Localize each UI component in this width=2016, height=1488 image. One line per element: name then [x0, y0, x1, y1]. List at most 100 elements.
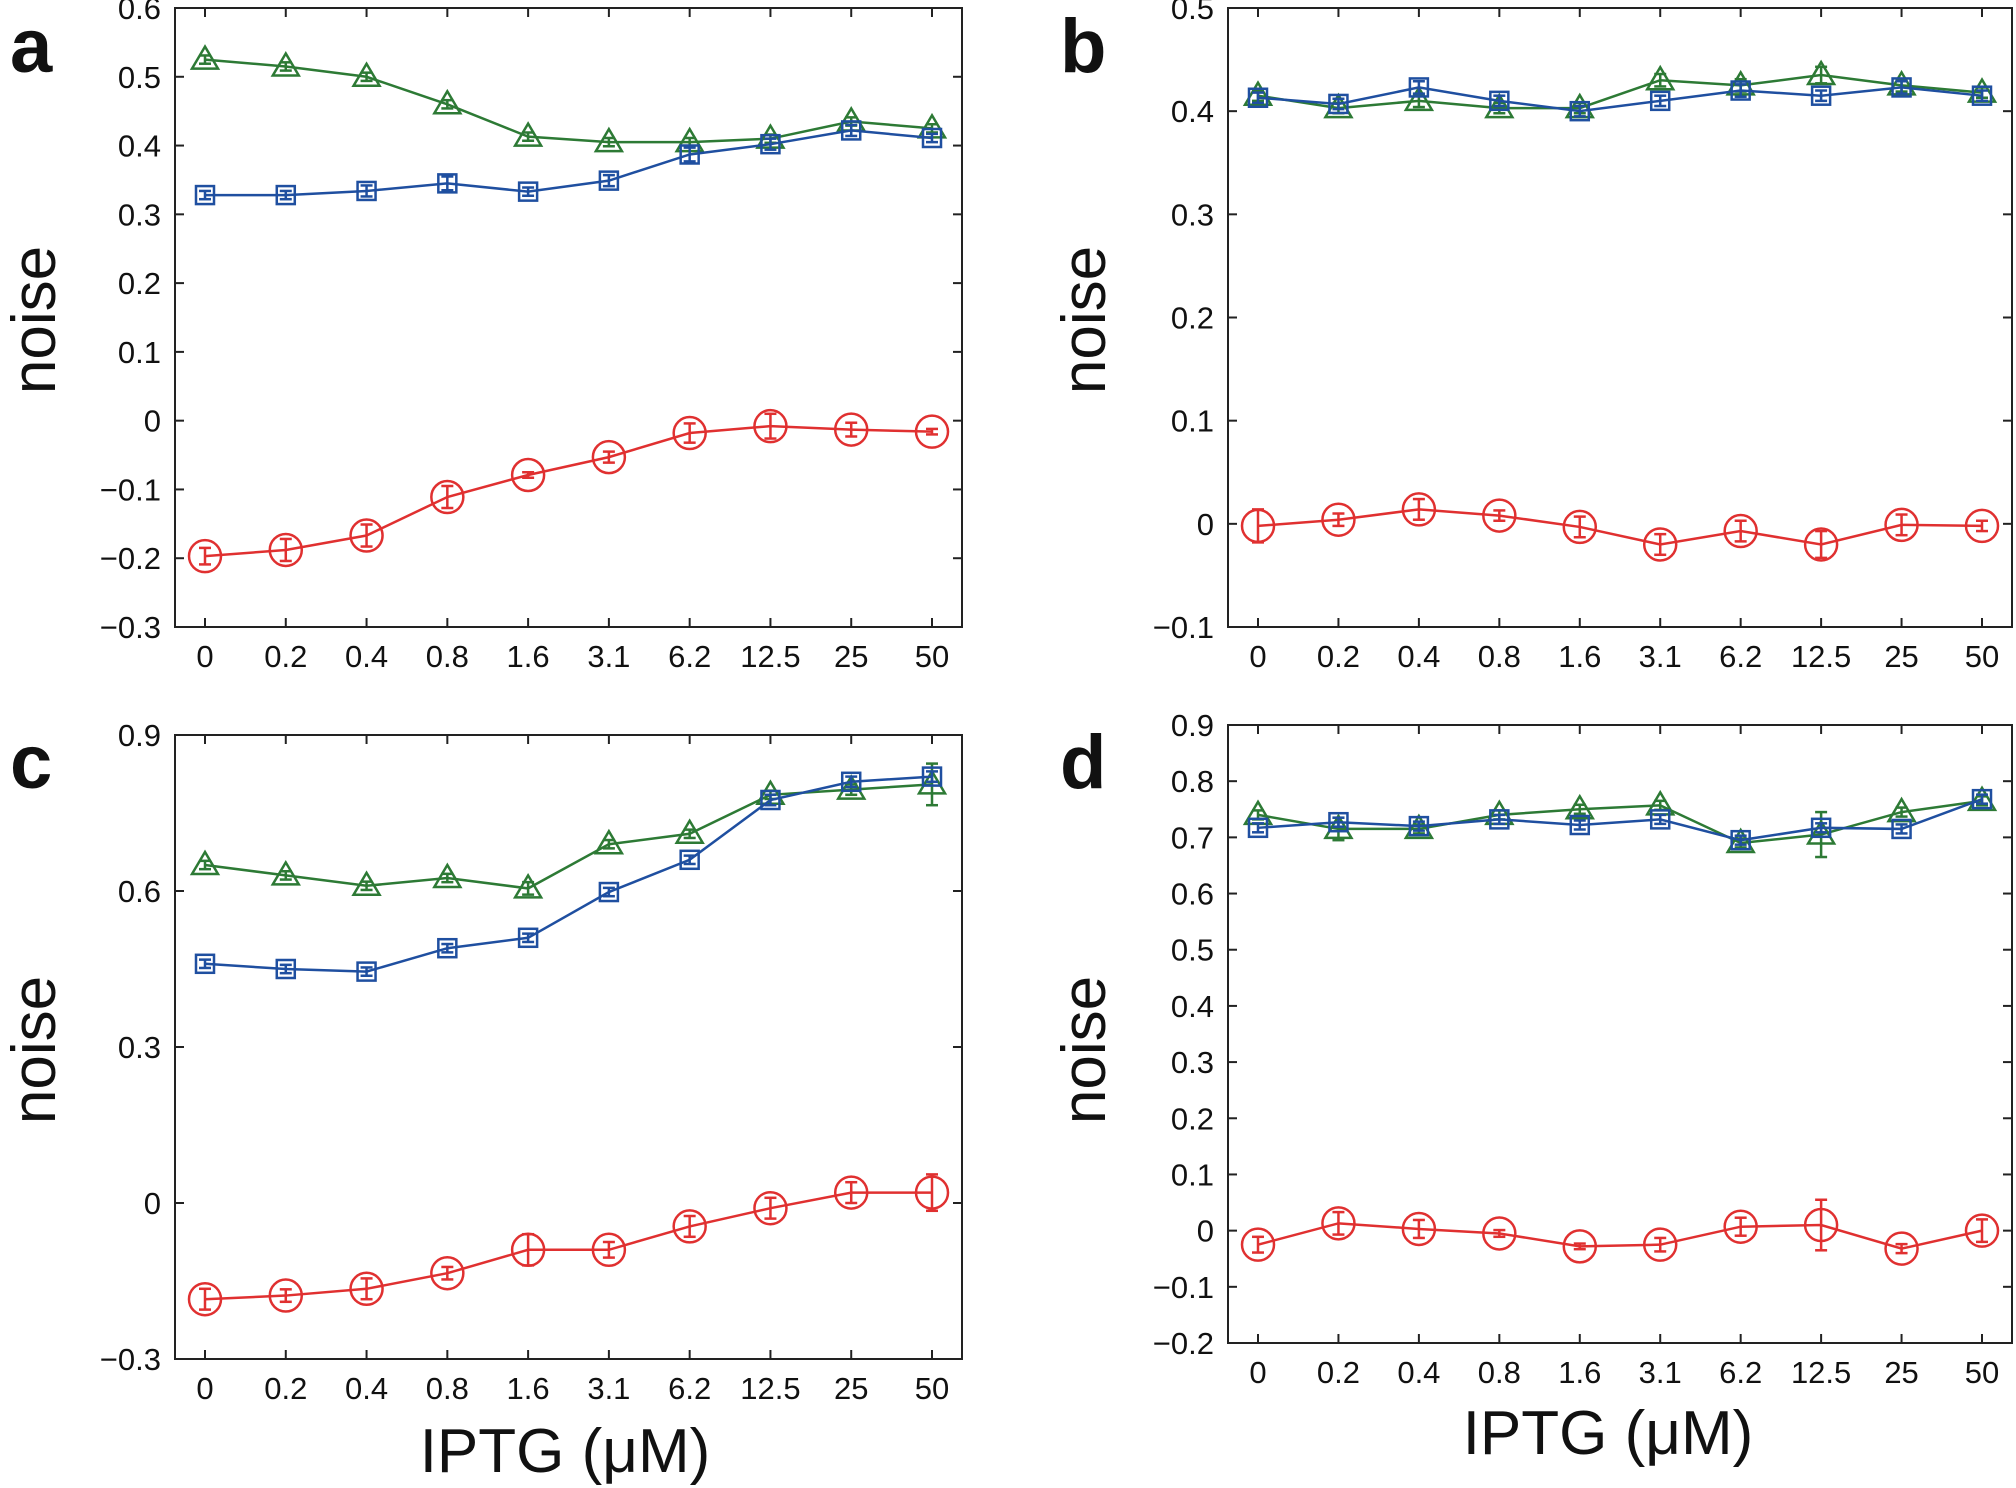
panel-a: a noise −0.3 −0.2 −0.1 0 0.1 0.2 0.3 0.4 0.5 0.6 0… — [0, 0, 963, 674]
x-tick-label: 12.5 — [740, 1371, 800, 1406]
series-line-circle — [1257, 508, 1983, 546]
y-tick-label: 0.4 — [118, 129, 161, 164]
y-tick-label: 0.3 — [118, 1030, 161, 1065]
data-point-circle — [349, 518, 384, 553]
data-point-triangle — [1484, 92, 1515, 119]
data-point-square — [437, 937, 458, 959]
data-point-circle — [1401, 492, 1437, 527]
series-line-triangle — [1257, 799, 1983, 845]
y-tick-label: −0.3 — [100, 1342, 161, 1377]
data-point-circle — [510, 1232, 546, 1268]
y-axis-label-b: noise — [1050, 246, 1119, 394]
y-tick-label: 0 — [1197, 1214, 1214, 1249]
series-line-circle — [204, 424, 933, 558]
x-tick-label: 0 — [1249, 1355, 1266, 1390]
data-point-square — [598, 881, 620, 903]
data-point-triangle — [593, 828, 625, 855]
data-point-circle — [430, 479, 465, 515]
x-tick-label: 0 — [196, 639, 213, 674]
data-point-square — [1489, 809, 1510, 830]
x-tick-label: 0 — [1249, 639, 1266, 674]
data-point-square — [1971, 85, 1993, 106]
data-point-circle — [268, 1278, 304, 1313]
x-tick-label: 3.1 — [587, 639, 630, 674]
series-line-circle — [204, 1191, 932, 1301]
y-tick-label: 0.2 — [1171, 301, 1214, 336]
data-point-circle — [1401, 1211, 1437, 1247]
data-point-triangle — [270, 859, 301, 886]
x-tick-label: 50 — [1965, 639, 1999, 674]
data-point-square — [1649, 90, 1671, 112]
y-tick-label: −0.2 — [1153, 1326, 1214, 1361]
data-point-square — [1569, 814, 1591, 836]
data-point-square — [517, 181, 539, 202]
y-tick-label: 0.5 — [1171, 0, 1214, 26]
y-tick-label: 0.9 — [118, 718, 161, 753]
y-tick-label: 0 — [144, 404, 161, 439]
x-tick-label: 0.8 — [1478, 1355, 1521, 1390]
data-point-triangle — [1323, 813, 1354, 840]
data-point-square — [1569, 100, 1591, 122]
data-point-triangle — [674, 818, 705, 845]
x-tick-label: 25 — [834, 1371, 868, 1406]
y-tick-label: 0.4 — [1171, 989, 1214, 1024]
panel-b: b noise −0.1 0 0.1 0.2 0.3 0.4 0.5 0 0.2 0.4 0.8 1.… — [1050, 0, 2013, 674]
data-point-triangle — [189, 849, 221, 876]
data-point-square — [1247, 87, 1269, 109]
panel-letter-c: c — [10, 720, 52, 805]
data-point-square — [1891, 77, 1912, 98]
y-tick-label: 0.6 — [118, 0, 161, 26]
x-tick-label: 0.8 — [1478, 639, 1521, 674]
x-tick-label: 6.2 — [668, 639, 711, 674]
data-point-square — [356, 180, 377, 202]
data-point-circle — [1240, 508, 1276, 544]
data-point-circle — [349, 1271, 384, 1307]
data-point-circle — [1321, 1206, 1356, 1241]
y-tick-label: 0.3 — [1171, 1045, 1214, 1080]
x-tick-label: 25 — [1884, 639, 1918, 674]
data-point-circle — [1562, 509, 1598, 545]
series-line-triangle — [204, 783, 933, 890]
panel-d: d noise −0.2 −0.1 0 0.1 0.2 0.3 0.4 0.5 0.6 0.7 0.… — [1050, 708, 2013, 1390]
data-point-square — [840, 771, 862, 793]
data-point-triangle — [512, 872, 544, 899]
data-point-circle — [1642, 527, 1678, 562]
data-point-triangle — [1805, 59, 1837, 86]
data-point-square — [679, 849, 700, 871]
y-tick-label: 0.5 — [1171, 933, 1214, 968]
data-point-triangle — [1805, 819, 1837, 845]
data-point-square — [194, 953, 216, 975]
data-point-circle — [268, 532, 304, 568]
data-point-triangle — [351, 61, 382, 88]
y-tick-label: 0.8 — [1171, 764, 1214, 799]
y-tick-label: 0.9 — [1171, 708, 1214, 743]
x-tick-label: 12.5 — [740, 639, 800, 674]
y-axis-label-a: noise — [0, 246, 69, 394]
x-tick-label: 1.6 — [507, 1371, 550, 1406]
data-point-square — [1810, 817, 1832, 839]
x-tick-label: 1.6 — [1558, 1355, 1601, 1390]
data-point-triangle — [1242, 80, 1274, 106]
x-tick-label: 0.2 — [264, 639, 307, 674]
data-point-square — [1408, 815, 1430, 837]
data-point-circle — [187, 1281, 223, 1317]
data-point-square — [679, 144, 700, 165]
series-line-square — [204, 775, 933, 973]
x-axis-title-left: IPTG (μM) — [420, 1417, 711, 1486]
x-tick-label: 0 — [196, 1371, 213, 1406]
x-axis-title-right: IPTG (μM) — [1463, 1399, 1754, 1468]
data-point-square — [194, 184, 216, 206]
y-tick-label: 0.1 — [1171, 1157, 1214, 1192]
data-point-square — [517, 927, 539, 949]
data-point-square — [437, 173, 458, 194]
data-point-circle — [672, 415, 707, 451]
data-point-circle — [753, 408, 788, 444]
data-point-square — [1649, 809, 1671, 830]
x-tick-label: 0.2 — [264, 1371, 307, 1406]
data-point-square — [356, 961, 377, 982]
data-point-square — [840, 120, 862, 141]
y-tick-label: 0.3 — [118, 197, 161, 232]
x-tick-label: 0.8 — [426, 1371, 469, 1406]
x-tick-label: 3.1 — [1639, 1355, 1682, 1390]
